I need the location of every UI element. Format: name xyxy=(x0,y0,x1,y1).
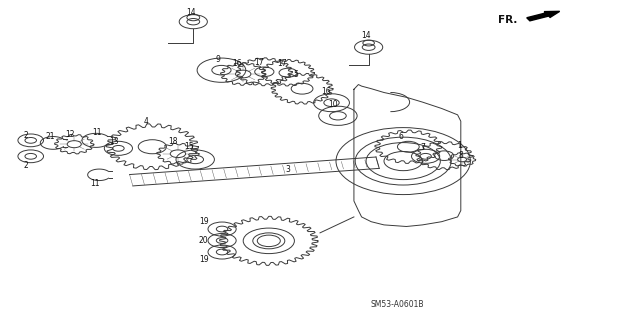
Text: 17: 17 xyxy=(253,58,264,67)
Text: 16: 16 xyxy=(232,59,242,68)
Text: 4: 4 xyxy=(143,117,148,126)
Text: 2: 2 xyxy=(23,131,28,140)
Text: 5: 5 xyxy=(293,70,298,79)
Text: 20: 20 xyxy=(198,236,209,245)
Text: 8: 8 xyxy=(458,151,463,160)
Text: 18: 18 xyxy=(168,137,177,146)
Text: 3: 3 xyxy=(285,165,291,174)
Text: 15: 15 xyxy=(184,142,195,151)
Text: 13: 13 xyxy=(109,137,119,146)
Text: 14: 14 xyxy=(361,31,371,40)
Text: 16: 16 xyxy=(321,87,332,96)
Polygon shape xyxy=(527,11,560,21)
Text: SM53-A0601B: SM53-A0601B xyxy=(370,300,424,309)
Text: 11: 11 xyxy=(90,179,99,188)
Text: 19: 19 xyxy=(198,217,209,226)
Text: 1: 1 xyxy=(457,141,462,150)
Text: 10: 10 xyxy=(328,100,338,109)
Text: 17: 17 xyxy=(276,59,287,68)
Text: 9: 9 xyxy=(215,56,220,64)
Text: 12: 12 xyxy=(65,130,74,139)
Text: 19: 19 xyxy=(198,256,209,264)
Text: 6: 6 xyxy=(399,132,404,141)
Text: FR.: FR. xyxy=(498,15,517,25)
Text: 14: 14 xyxy=(186,8,196,17)
Text: 21: 21 xyxy=(45,132,54,141)
Text: 2: 2 xyxy=(23,161,28,170)
Text: 11: 11 xyxy=(93,128,102,137)
Text: 7: 7 xyxy=(420,143,425,152)
